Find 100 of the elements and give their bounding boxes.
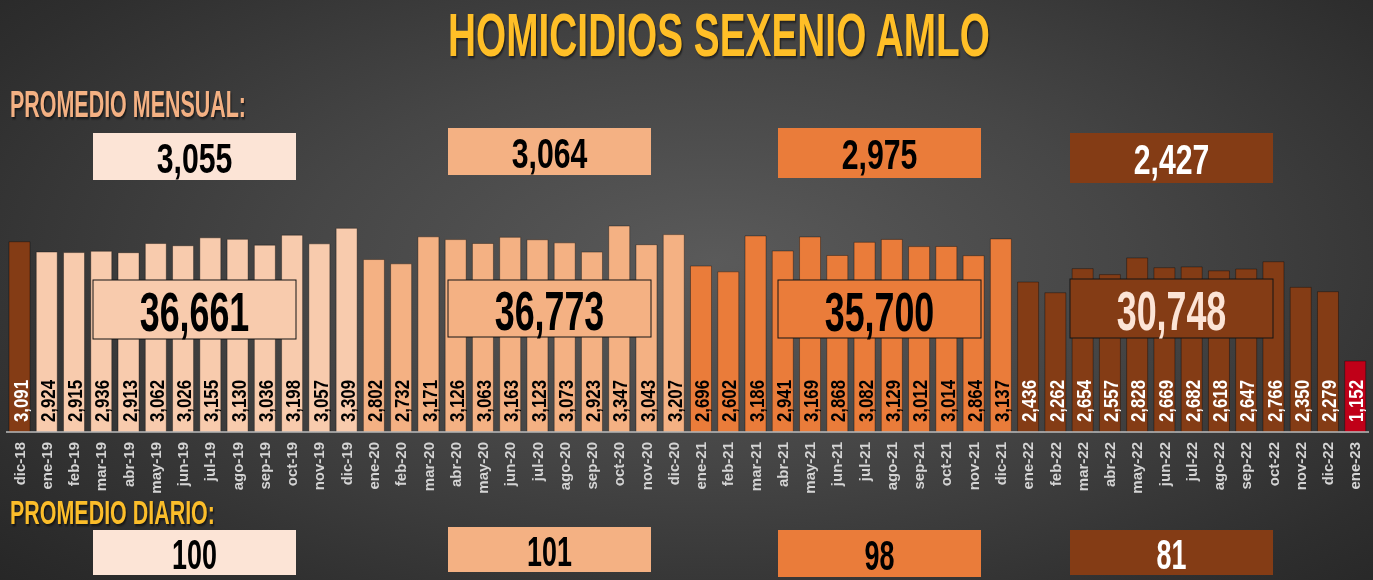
data-label: 2,802 [363, 379, 387, 422]
data-label: 2,941 [772, 379, 796, 422]
bar [8, 241, 31, 433]
data-label: 3,163 [499, 379, 523, 422]
x-tick-label: feb-20 [392, 442, 410, 487]
bar [989, 238, 1012, 433]
data-label: 2,766 [1262, 379, 1287, 422]
x-tick-label: mar-20 [419, 442, 437, 492]
x-tick-label: nov-21 [964, 442, 982, 491]
x-tick-label: may-20 [474, 442, 492, 494]
text: 98 [864, 532, 895, 579]
data-label: 2,654 [1072, 379, 1096, 422]
x-tick-label: jul-20 [528, 442, 546, 483]
x-tick-label: mar-19 [92, 442, 110, 492]
x-tick-label: dic-20 [664, 442, 682, 486]
bar [63, 252, 86, 433]
x-tick-label: may-19 [146, 442, 164, 494]
bar [662, 234, 685, 433]
x-tick-label: ene-23 [1346, 442, 1364, 490]
x-tick-label: jun-21 [828, 442, 846, 488]
data-label: 3,082 [853, 379, 878, 422]
data-label: 2,936 [90, 379, 114, 422]
data-label: 3,057 [308, 379, 332, 422]
x-tick-label: ago-19 [228, 442, 246, 491]
bar [335, 227, 358, 433]
x-tick-label: ene-19 [37, 442, 55, 490]
x-tick-label: may-21 [801, 442, 819, 494]
data-label: 2,828 [1126, 379, 1150, 422]
x-tick-label: oct-19 [283, 442, 301, 487]
x-tick-label: nov-19 [310, 442, 328, 491]
data-label: 2,923 [581, 379, 605, 422]
data-label: 3,026 [172, 379, 196, 422]
x-tick-label: ago-21 [882, 442, 900, 491]
data-label: 3,347 [608, 379, 632, 422]
annotation: 36,773 [494, 278, 605, 343]
x-tick-label: sep-21 [910, 442, 928, 490]
x-tick-label: sep-20 [583, 442, 601, 490]
data-label: 2,868 [826, 379, 850, 422]
data-label: 3,126 [445, 379, 469, 422]
x-tick-label: mar-22 [1073, 442, 1091, 492]
data-label: 2,279 [1317, 379, 1341, 422]
x-tick-label: oct-20 [610, 442, 628, 487]
x-tick-label: jun-19 [174, 442, 192, 488]
data-label: 3,043 [635, 379, 660, 422]
text: 2,975 [841, 131, 918, 179]
x-tick-label: feb-19 [65, 442, 83, 487]
data-label: 2,864 [963, 379, 987, 422]
data-label: 3,137 [990, 379, 1014, 422]
x-tick-label: ago-22 [1210, 442, 1228, 491]
x-tick-label: ene-20 [365, 442, 383, 490]
x-tick-label: jun-22 [1155, 442, 1173, 488]
data-label: 2,618 [1208, 379, 1232, 422]
annotation: 36,661 [139, 279, 250, 344]
data-label: 2,915 [63, 379, 87, 422]
bar [417, 236, 440, 433]
x-tick-label: ago-20 [555, 442, 573, 491]
text: 100 [172, 531, 217, 578]
x-tick-label: feb-22 [1046, 442, 1064, 487]
data-label: 3,198 [281, 379, 305, 422]
x-tick-label: jul-19 [201, 442, 219, 483]
data-label: 3,073 [554, 379, 578, 422]
x-tick-label: mar-21 [746, 442, 764, 492]
x-tick-label: oct-22 [1264, 442, 1282, 487]
data-label: 3,062 [145, 379, 169, 422]
x-tick-label: may-22 [1128, 442, 1146, 494]
data-label: 3,155 [199, 379, 223, 422]
data-label: 2,647 [1235, 379, 1259, 422]
x-tick-label: sep-22 [1237, 442, 1255, 490]
x-tick-label: abr-19 [119, 442, 137, 488]
data-label: 3,169 [799, 379, 823, 422]
x-tick-label: dic-22 [1319, 442, 1337, 486]
data-label: 2,696 [690, 379, 714, 422]
data-label: 2,436 [1017, 379, 1041, 422]
x-tick-label: jun-20 [501, 442, 519, 488]
chart-title: HOMICIDIOS SEXENIO AMLO [448, 0, 990, 70]
text: 101 [527, 528, 572, 575]
data-label: 2,557 [1099, 379, 1123, 422]
x-tick-label: jul-22 [1182, 442, 1200, 483]
bar [1044, 292, 1067, 433]
x-tick-label: ene-21 [692, 442, 710, 490]
data-label: 3,063 [472, 379, 496, 422]
data-label: 2,602 [717, 379, 741, 422]
text: 81 [1156, 531, 1187, 578]
x-tick-label: sep-19 [255, 442, 273, 490]
text: PROMEDIO DIARIO: [10, 494, 215, 532]
data-label: 2,732 [390, 379, 414, 422]
x-tick-label: jul-21 [855, 442, 873, 483]
data-label: 3,171 [417, 379, 441, 422]
data-label: 2,262 [1044, 379, 1068, 422]
text: 2,427 [1133, 136, 1210, 184]
bar [308, 243, 331, 433]
x-tick-label: abr-22 [1101, 442, 1119, 488]
x-tick-label: oct-21 [937, 442, 955, 487]
data-label: 3,129 [881, 379, 905, 422]
x-tick-label: abr-20 [446, 442, 464, 488]
data-label: 3,036 [254, 379, 278, 422]
data-label: 2,913 [117, 379, 142, 422]
text: 3,055 [156, 134, 233, 183]
data-label: 3,123 [526, 379, 551, 422]
data-label: 3,091 [8, 379, 33, 422]
